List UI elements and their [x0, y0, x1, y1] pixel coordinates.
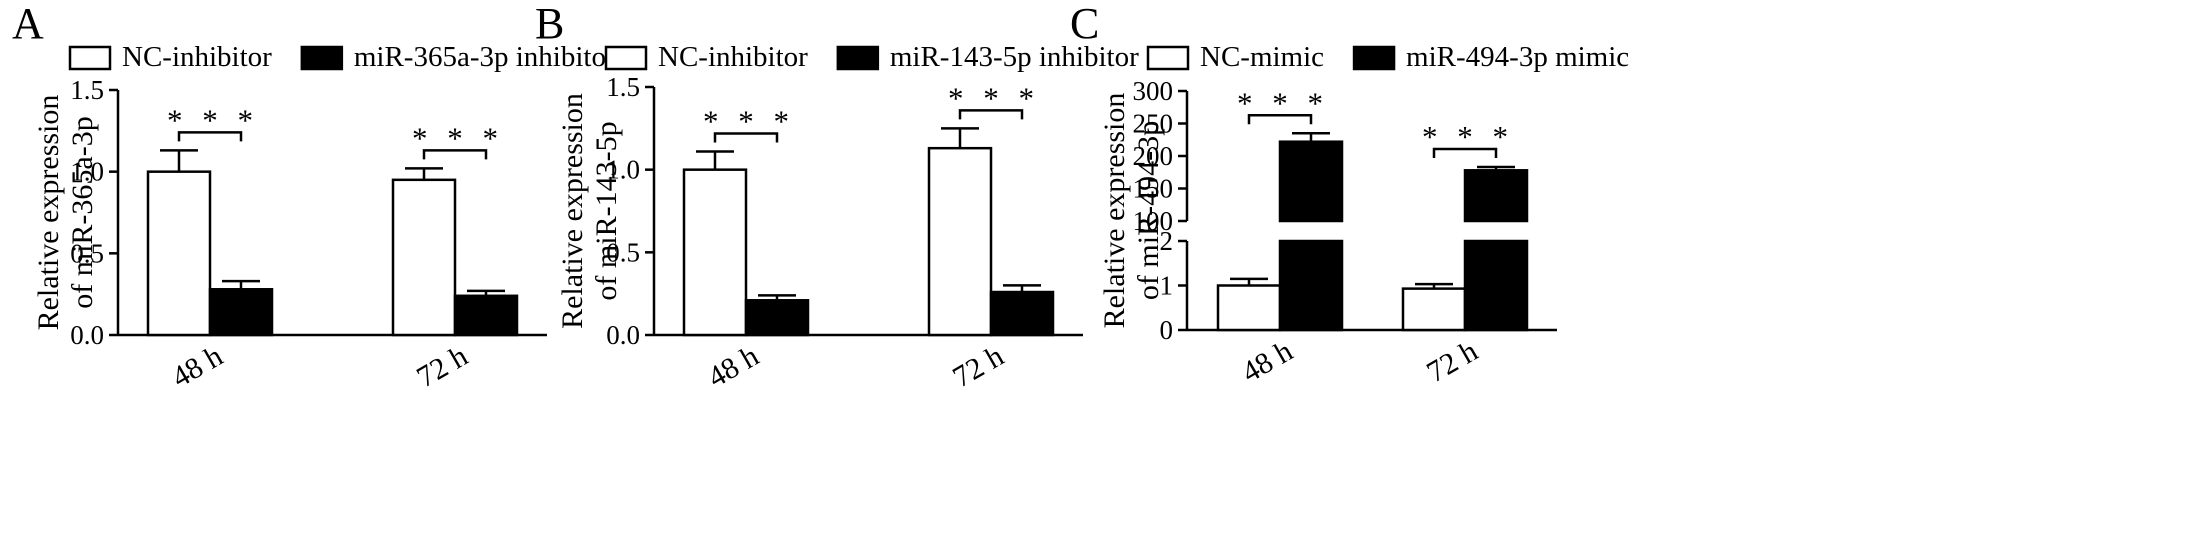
significance-stars: * * * — [1237, 85, 1329, 120]
significance-bracket — [422, 149, 488, 160]
y-tick-label: 1.0 — [70, 157, 104, 187]
y-tick-label: 100 — [1133, 206, 1174, 236]
y-tick-label: 0.5 — [70, 238, 104, 268]
significance-bracket — [177, 131, 243, 142]
y-tick-label: 1 — [1160, 271, 1174, 301]
y-tick-label: 0.0 — [70, 320, 104, 350]
bar-treatment — [744, 299, 810, 337]
panel-letter: A — [12, 0, 44, 48]
y-tick-label: 200 — [1133, 141, 1174, 171]
bar-control — [391, 178, 457, 337]
bar-treatment-lower — [1463, 239, 1529, 332]
y-axis-label-line2: of miR-365a-3p — [66, 116, 99, 308]
y-tick-label: 1.0 — [606, 155, 640, 185]
significance-bracket — [1247, 114, 1313, 125]
legend-swatch-treatment — [836, 45, 880, 71]
y-tick-label: 150 — [1133, 174, 1174, 204]
significance-stars: * * * — [948, 80, 1040, 115]
legend-label-control: NC-mimic — [1200, 41, 1324, 73]
bar-control — [1216, 284, 1282, 332]
x-tick-label: 72 h — [947, 339, 1009, 394]
legend-swatch-control — [68, 45, 112, 71]
panel-b: B NC-inhibitor miR-143-5p inhibitor Relativ… — [535, 0, 1139, 394]
y-axis-label-line2: of miR-143-5p — [590, 121, 623, 300]
x-tick-label: 48 h — [1236, 334, 1298, 389]
significance-stars: * * * — [1422, 119, 1514, 154]
y-tick-label: 2 — [1160, 226, 1174, 256]
panel-letter: B — [535, 0, 564, 48]
legend-swatch-treatment — [1352, 45, 1396, 71]
legend-swatch-treatment — [300, 45, 344, 71]
x-tick-label: 72 h — [1421, 334, 1483, 389]
legend-label-treatment: miR-494-3p mimic — [1406, 41, 1629, 73]
y-tick-label: 250 — [1133, 109, 1174, 139]
significance-bracket — [713, 132, 779, 143]
significance-stars: * * * — [412, 120, 504, 155]
bar-control — [682, 168, 748, 337]
significance-stars: * * * — [703, 103, 795, 138]
legend-label-control: NC-inhibitor — [122, 41, 272, 73]
legend-label-treatment: miR-143-5p inhibitor — [890, 41, 1139, 73]
y-axis-label-line1: Relative expression — [1098, 93, 1131, 329]
bar-control — [146, 170, 212, 337]
bar-treatment — [208, 288, 274, 337]
bar-control — [1401, 287, 1467, 332]
panel-a: A NC-inhibitor miR-365a-3p inhibitor Relati… — [12, 0, 616, 394]
y-tick-label: 300 — [1133, 76, 1174, 106]
y-tick-label: 0.0 — [606, 320, 640, 350]
x-tick-label: 72 h — [411, 339, 473, 394]
y-axis-label-line2: of miR-494-3p — [1132, 121, 1165, 300]
bar-treatment — [1278, 140, 1344, 223]
bar-treatment-lower — [1278, 239, 1344, 332]
y-tick-label: 1.5 — [70, 75, 104, 105]
x-tick-label: 48 h — [166, 339, 228, 394]
y-tick-label: 0 — [1160, 315, 1174, 345]
bar-treatment — [1463, 169, 1529, 223]
bar-treatment — [453, 294, 519, 337]
legend-label-control: NC-inhibitor — [658, 41, 808, 73]
y-tick-label: 1.5 — [606, 72, 640, 102]
y-axis-label-line1: Relative expression — [556, 93, 589, 329]
y-axis-label-line1: Relative expression — [32, 95, 65, 331]
y-tick-label: 0.5 — [606, 237, 640, 267]
panel-letter: C — [1070, 0, 1099, 48]
x-tick-label: 48 h — [702, 339, 764, 394]
legend-swatch-control — [1146, 45, 1190, 71]
significance-bracket — [958, 109, 1024, 120]
significance-stars: * * * — [167, 102, 259, 137]
legend-label-treatment: miR-365a-3p inhibitor — [354, 41, 616, 73]
bar-control — [927, 146, 993, 337]
significance-bracket — [1432, 147, 1498, 159]
legend-swatch-control — [604, 45, 648, 71]
bar-treatment — [989, 290, 1055, 337]
panel-c: C NC-mimic miR-494-3p mimic Relative expres… — [1070, 0, 1629, 389]
